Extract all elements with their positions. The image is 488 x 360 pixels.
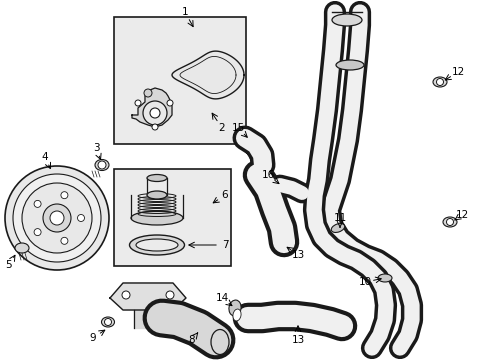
Circle shape — [167, 100, 173, 106]
FancyBboxPatch shape — [114, 17, 245, 144]
Circle shape — [34, 201, 41, 207]
Text: 16: 16 — [261, 170, 274, 180]
Circle shape — [61, 237, 68, 244]
Ellipse shape — [432, 77, 446, 87]
Ellipse shape — [15, 243, 29, 253]
Polygon shape — [132, 88, 172, 127]
Ellipse shape — [335, 60, 363, 70]
FancyBboxPatch shape — [114, 169, 230, 266]
Circle shape — [13, 174, 101, 262]
Ellipse shape — [131, 211, 183, 225]
Circle shape — [122, 291, 130, 299]
Text: 2: 2 — [218, 123, 225, 133]
Text: 13: 13 — [291, 335, 304, 345]
Circle shape — [98, 161, 106, 169]
Ellipse shape — [442, 217, 456, 227]
Circle shape — [143, 89, 152, 97]
Circle shape — [436, 78, 443, 85]
Ellipse shape — [331, 14, 361, 26]
Circle shape — [152, 124, 158, 130]
Circle shape — [50, 211, 64, 225]
Ellipse shape — [136, 239, 178, 251]
Ellipse shape — [210, 329, 228, 355]
Circle shape — [77, 215, 84, 221]
Ellipse shape — [129, 235, 184, 255]
Text: 7: 7 — [221, 240, 228, 250]
Circle shape — [22, 183, 92, 253]
Polygon shape — [134, 310, 162, 328]
Circle shape — [446, 219, 452, 225]
Text: 6: 6 — [221, 190, 228, 200]
Ellipse shape — [330, 224, 344, 233]
Polygon shape — [110, 283, 185, 310]
Text: 11: 11 — [333, 213, 346, 223]
Circle shape — [34, 229, 41, 235]
Text: 8: 8 — [188, 335, 195, 345]
Circle shape — [5, 166, 109, 270]
Ellipse shape — [102, 317, 114, 327]
Text: 5: 5 — [6, 260, 12, 270]
Circle shape — [43, 204, 71, 232]
Ellipse shape — [228, 300, 241, 316]
Text: 3: 3 — [93, 143, 99, 153]
Ellipse shape — [377, 274, 391, 282]
Text: 15: 15 — [231, 123, 244, 133]
Text: 1: 1 — [182, 7, 188, 17]
Text: 13: 13 — [291, 250, 304, 260]
Text: 9: 9 — [89, 333, 96, 343]
Ellipse shape — [147, 175, 167, 181]
Circle shape — [135, 100, 141, 106]
Polygon shape — [172, 51, 244, 99]
Text: 12: 12 — [450, 67, 464, 77]
Circle shape — [142, 101, 167, 125]
Ellipse shape — [147, 191, 167, 199]
Text: 14: 14 — [215, 293, 228, 303]
Ellipse shape — [232, 309, 241, 321]
Circle shape — [61, 192, 68, 199]
Ellipse shape — [95, 159, 109, 171]
Text: 10: 10 — [358, 277, 371, 287]
Circle shape — [150, 108, 160, 118]
Text: 12: 12 — [454, 210, 468, 220]
Circle shape — [104, 319, 111, 325]
Circle shape — [165, 291, 174, 299]
Text: 4: 4 — [41, 152, 48, 162]
